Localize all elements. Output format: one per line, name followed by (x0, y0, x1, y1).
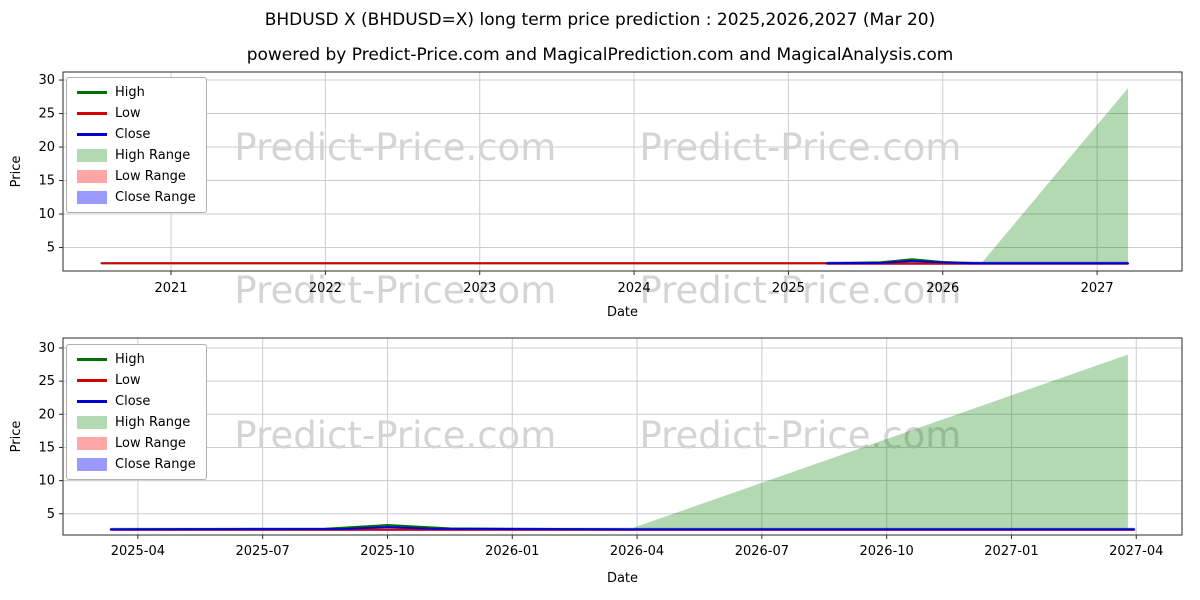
x-tick-label: 2025 (772, 281, 805, 296)
x-tick-label: 2024 (618, 281, 651, 296)
legend-item-close: Close (77, 126, 196, 143)
x-tick-label: 2027-04 (1109, 544, 1163, 559)
watermark-text: Predict-Price.com (639, 414, 961, 457)
x-tick-label: 2026-10 (859, 544, 913, 559)
y-tick-label: 10 (38, 207, 55, 222)
y-tick-label: 15 (38, 174, 55, 189)
x-tick-label: 2026-04 (610, 544, 664, 559)
y-tick-label: 5 (47, 507, 55, 522)
y-tick-label: 30 (38, 341, 55, 356)
high-range-fill (981, 88, 1128, 264)
y-axis-label: Price (9, 421, 24, 453)
x-tick-label: 2022 (309, 281, 342, 296)
legend-line-swatch (77, 91, 107, 94)
watermark-text: Predict-Price.com (234, 414, 556, 457)
legend-label: Low (115, 373, 141, 388)
x-tick-label: 2025-07 (236, 544, 290, 559)
legend-label: Low (115, 106, 141, 121)
legend-line-swatch (77, 358, 107, 361)
x-axis-label: Date (607, 305, 638, 320)
x-tick-label: 2026-07 (735, 544, 789, 559)
x-tick-label: 2021 (154, 281, 187, 296)
legend-item-close-range: Close Range (77, 456, 196, 473)
watermark-text: Predict-Price.com (234, 126, 556, 169)
watermark-text: Predict-Price.com (234, 269, 556, 312)
legend-patch-swatch (77, 437, 107, 450)
x-tick-label: 2026-01 (485, 544, 539, 559)
bottom-chart: Predict-Price.com Predict-Price.com 5 10 15 2… (9, 337, 1183, 586)
series-close-line (109, 526, 1136, 531)
watermark-text: Predict-Price.com (639, 126, 961, 169)
y-tick-label: 10 (38, 474, 55, 489)
legend-line-swatch (77, 379, 107, 382)
legend-item-low: Low (77, 372, 196, 389)
x-tick-label: 2025-04 (111, 544, 165, 559)
legend-item-high-range: High Range (77, 414, 196, 431)
legend-patch-swatch (77, 458, 107, 471)
y-tick-label: 20 (38, 407, 55, 422)
y-tick-label: 5 (47, 241, 55, 256)
legend-line-swatch (77, 133, 107, 136)
legend-item-low-range: Low Range (77, 168, 196, 185)
series-close-forecast-line (826, 259, 1129, 265)
x-tick-label: 2026 (926, 281, 959, 296)
legend-line-swatch (77, 400, 107, 403)
legend-label: Close (115, 394, 151, 409)
plot-border (62, 71, 1183, 272)
legend-patch-swatch (77, 416, 107, 429)
legend-label: Close Range (115, 190, 196, 205)
legend-label: High (115, 352, 145, 367)
x-tick-label: 2027 (1081, 281, 1114, 296)
y-tick-label: 25 (38, 107, 55, 122)
x-tick-label: 2025-10 (360, 544, 414, 559)
x-axis-label: Date (607, 571, 638, 586)
legend-patch-swatch (77, 191, 107, 204)
y-axis-label: Price (9, 156, 24, 188)
top-chart: Predict-Price.com Predict-Price.com Predic… (9, 71, 1183, 320)
legend-label: Low Range (115, 436, 186, 451)
x-tick-label: 2027-01 (984, 544, 1038, 559)
legend-line-swatch (77, 112, 107, 115)
plot-border (62, 337, 1183, 536)
legend-patch-swatch (77, 149, 107, 162)
legend-item-close: Close (77, 393, 196, 410)
x-tick-label: 2023 (463, 281, 496, 296)
y-tick-label: 15 (38, 440, 55, 455)
legend-item-close-range: Close Range (77, 189, 196, 206)
watermark-text: Predict-Price.com (639, 269, 961, 312)
bottom-chart-legend: High Low Close High Range Low Range Close Ran… (66, 344, 207, 480)
legend-label: High Range (115, 415, 191, 430)
legend-item-high: High (77, 351, 196, 368)
top-chart-legend: High Low Close High Range Low Range Close Ran… (66, 77, 207, 213)
legend-item-low-range: Low Range (77, 435, 196, 452)
y-tick-label: 30 (38, 73, 55, 88)
y-tick-label: 20 (38, 140, 55, 155)
legend-item-low: Low (77, 105, 196, 122)
y-tick-label: 25 (38, 374, 55, 389)
legend-label: High Range (115, 148, 191, 163)
legend-label: High (115, 85, 145, 100)
legend-item-high-range: High Range (77, 147, 196, 164)
chart-subtitle: powered by Predict-Price.com and Magical… (246, 45, 954, 65)
legend-item-high: High (77, 84, 196, 101)
legend-label: Low Range (115, 169, 186, 184)
legend-label: Close (115, 127, 151, 142)
legend-label: Close Range (115, 457, 196, 472)
chart-title: BHDUSD X (BHDUSD=X) long term price pred… (264, 10, 936, 30)
legend-patch-swatch (77, 170, 107, 183)
